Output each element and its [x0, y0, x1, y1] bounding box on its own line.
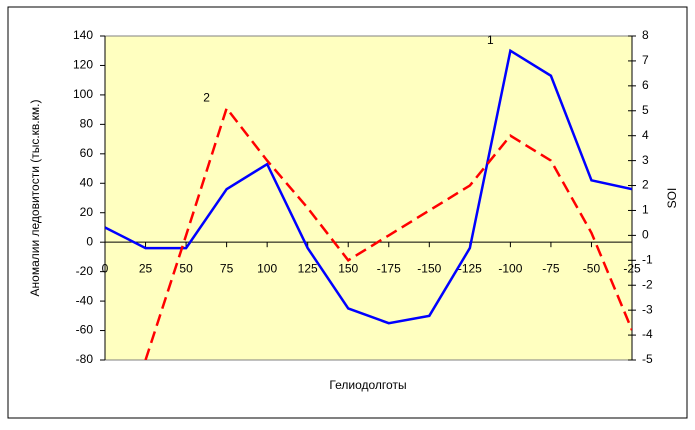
y-tick-label: 140 [73, 28, 93, 42]
x-tick-label: -125 [458, 261, 482, 275]
y2-tick-label: 6 [642, 78, 649, 92]
plot-area [104, 35, 633, 361]
x-tick-label: -25 [623, 261, 641, 275]
y2-tick-label: 5 [642, 103, 649, 117]
y-tick-label: 100 [73, 87, 93, 101]
y-tick-label: 0 [86, 234, 93, 248]
x-tick-label: -175 [377, 261, 401, 275]
y-tick-label: -40 [76, 293, 94, 307]
y-tick-label: -80 [76, 352, 94, 366]
y2-tick-label: 7 [642, 53, 649, 67]
x-tick-label: 100 [257, 261, 277, 275]
y-tick-label: -20 [76, 264, 94, 278]
y2-tick-label: -3 [642, 302, 653, 316]
x-tick-label: 0 [102, 261, 109, 275]
x-tick-label: 150 [338, 261, 358, 275]
series-line [105, 48, 632, 325]
series-label: 2 [203, 90, 210, 104]
x-tick-label: -50 [583, 261, 601, 275]
y2-tick-label: -5 [642, 352, 653, 366]
y2-tick-label: 4 [642, 128, 649, 142]
y2-axis-title: SOI [665, 188, 679, 209]
y2-tick-label: 2 [642, 178, 649, 192]
y2-tick-label: -1 [642, 252, 653, 266]
y2-tick-label: 1 [642, 203, 649, 217]
y-tick-label: 60 [80, 146, 94, 160]
y2-tick-label: 0 [642, 228, 649, 242]
y2-tick-label: -2 [642, 277, 653, 291]
x-axis-title: Гелиодолготы [329, 378, 406, 392]
x-tick-label: 125 [298, 261, 318, 275]
x-tick-label: 50 [179, 261, 193, 275]
x-tick-label: 75 [220, 261, 234, 275]
x-tick-label: 25 [139, 261, 153, 275]
x-tick-label: -150 [417, 261, 441, 275]
y-tick-label: 40 [80, 175, 94, 189]
x-tick-label: -100 [498, 261, 522, 275]
y-tick-label: -60 [76, 323, 94, 337]
y-tick-label: 120 [73, 58, 93, 72]
y-tick-label: 20 [80, 205, 94, 219]
x-tick-label: -75 [542, 261, 560, 275]
y2-tick-label: -4 [642, 327, 653, 341]
y2-tick-label: 8 [642, 28, 649, 42]
y-axis-title: Аномалии ледовитости (тыс.кв.км.) [28, 100, 42, 297]
series-label: 1 [487, 33, 494, 47]
y2-tick-label: 3 [642, 153, 649, 167]
series-line [144, 105, 632, 360]
y-tick-label: 80 [80, 117, 94, 131]
